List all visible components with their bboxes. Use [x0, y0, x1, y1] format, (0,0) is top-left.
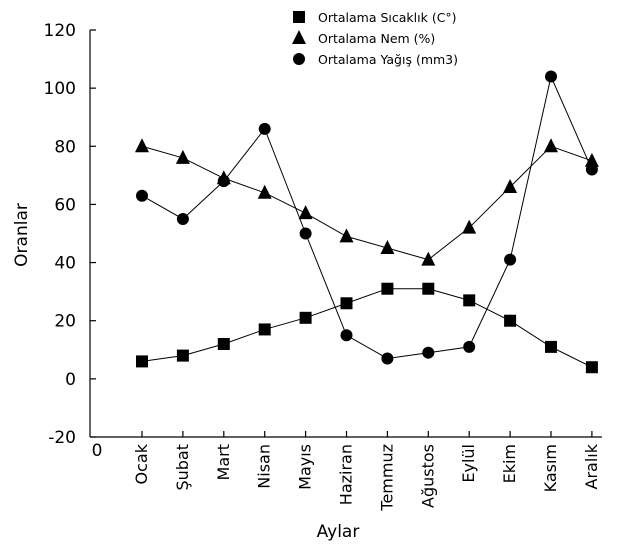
x-tick-label: Haziran	[337, 444, 356, 505]
data-point-triangle	[175, 149, 190, 164]
data-point-circle	[545, 70, 557, 83]
series-line	[141, 288, 593, 368]
data-point-triangle	[503, 178, 518, 193]
data-point-circle	[217, 175, 230, 188]
x-tick-label: Ekim	[500, 444, 519, 483]
data-point-square	[545, 340, 557, 353]
series-circle	[136, 70, 598, 365]
legend-marker-circle	[293, 53, 305, 65]
data-point-circle	[299, 227, 312, 240]
y-tick-label: -20	[48, 428, 76, 448]
data-point-circle	[176, 212, 189, 225]
legend-label: Ortalama Sıcaklık (C°)	[318, 10, 457, 25]
x-tick-label: Şubat	[173, 444, 192, 491]
data-point-triangle	[257, 184, 272, 199]
x-tick-label: Aralık	[582, 443, 601, 489]
data-point-circle	[258, 122, 271, 135]
x-axis: Ocak Şubat Mart Nisan Mayıs Haziran Temmuz Ağus…	[90, 431, 602, 512]
x-tick-label: Temmuz	[377, 444, 396, 512]
data-point-square	[299, 311, 312, 324]
legend-label: Ortalama Nem (%)	[318, 31, 435, 46]
data-point-triangle	[421, 251, 436, 266]
y-tick-label: 0	[65, 370, 76, 390]
data-point-triangle	[544, 138, 558, 153]
data-point-triangle	[135, 138, 149, 153]
data-point-circle	[463, 340, 476, 353]
x-tick-label: Eylül	[459, 444, 478, 483]
legend: Ortalama Sıcaklık (C°) Ortalama Nem (%) Or…	[292, 10, 458, 67]
series-layer	[135, 70, 599, 374]
y-tick-label: 100	[44, 79, 76, 99]
data-point-circle	[381, 352, 394, 365]
x-tick-label: Mart	[214, 444, 233, 480]
data-point-circle	[340, 329, 353, 342]
data-point-square	[504, 314, 517, 327]
y-tick-label: 40	[54, 254, 76, 274]
x-tick-label: Ocak	[132, 443, 151, 484]
y-axis-title: Oranlar	[12, 203, 32, 267]
y-tick-label: 120	[44, 21, 76, 41]
x-axis-title: Aylar	[317, 522, 360, 542]
legend-marker-triangle	[292, 30, 306, 44]
y-tick-label: 20	[54, 312, 76, 332]
series-line	[141, 145, 593, 261]
legend-marker-square	[293, 11, 305, 23]
series-square	[136, 282, 598, 374]
data-point-circle	[504, 253, 517, 266]
y-tick-label: 80	[54, 137, 76, 157]
data-point-circle	[136, 189, 148, 202]
data-point-square	[340, 297, 353, 310]
data-point-circle	[422, 346, 435, 359]
series-triangle	[135, 138, 599, 266]
data-point-square	[258, 323, 271, 336]
data-point-triangle	[339, 228, 354, 243]
y-tick-label: 60	[54, 195, 76, 215]
data-point-square	[381, 282, 394, 295]
data-point-triangle	[298, 205, 313, 220]
data-point-triangle	[584, 152, 599, 167]
legend-label: Ortalama Yağış (mm3)	[318, 52, 458, 67]
data-point-square	[585, 361, 598, 374]
data-point-square	[136, 355, 148, 368]
x-tick-label: Kasım	[541, 444, 560, 492]
x-tick-label: Nisan	[255, 444, 274, 489]
data-point-square	[463, 294, 476, 307]
x-origin-label: 0	[92, 441, 103, 461]
data-point-triangle	[380, 240, 395, 255]
series-line	[141, 74, 593, 360]
x-tick-label: Ağustos	[418, 444, 437, 508]
data-point-square	[422, 282, 435, 295]
data-point-triangle	[462, 219, 477, 234]
data-point-square	[176, 349, 189, 362]
y-axis: -20 0 20 40 60 80 100 120	[44, 21, 96, 448]
x-tick-label: Mayıs	[296, 444, 315, 490]
data-point-circle	[585, 163, 598, 176]
data-point-square	[217, 337, 230, 350]
